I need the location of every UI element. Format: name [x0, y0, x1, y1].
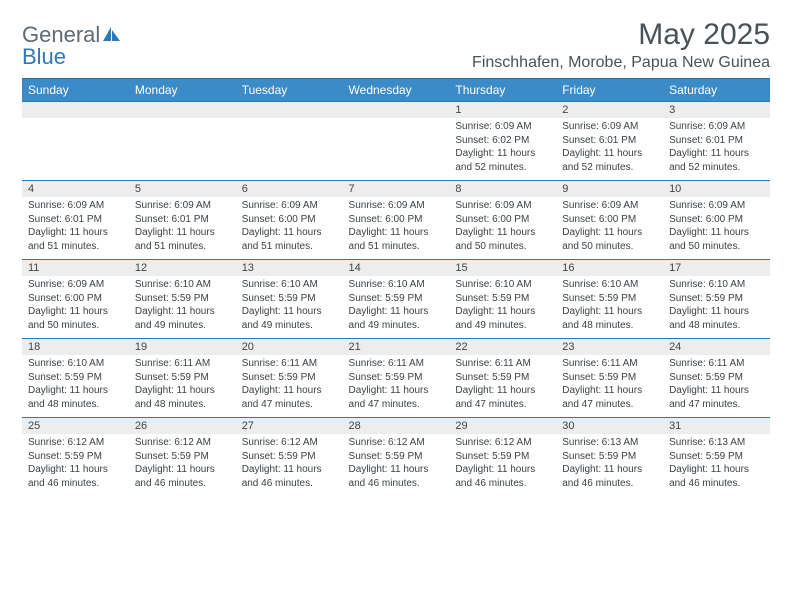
location-text: Finschhafen, Morobe, Papua New Guinea	[472, 54, 770, 72]
calendar-page: GeneralBlue May 2025 Finschhafen, Morobe…	[0, 0, 792, 506]
day-detail-cell: Sunrise: 6:11 AMSunset: 5:59 PMDaylight:…	[663, 355, 770, 418]
header: GeneralBlue May 2025 Finschhafen, Morobe…	[22, 18, 770, 72]
day-number-cell	[236, 102, 343, 119]
day-detail-cell	[236, 118, 343, 181]
day-detail-cell: Sunrise: 6:11 AMSunset: 5:59 PMDaylight:…	[129, 355, 236, 418]
day-detail-row: Sunrise: 6:09 AMSunset: 6:02 PMDaylight:…	[22, 118, 770, 181]
title-block: May 2025 Finschhafen, Morobe, Papua New …	[472, 18, 770, 72]
day-number-cell: 11	[22, 260, 129, 277]
day-detail-cell: Sunrise: 6:10 AMSunset: 5:59 PMDaylight:…	[449, 276, 556, 339]
day-number-cell: 13	[236, 260, 343, 277]
day-number-cell: 12	[129, 260, 236, 277]
day-detail-cell: Sunrise: 6:09 AMSunset: 6:01 PMDaylight:…	[663, 118, 770, 181]
day-number-cell	[343, 102, 450, 119]
day-detail-cell: Sunrise: 6:10 AMSunset: 5:59 PMDaylight:…	[343, 276, 450, 339]
day-number-row: 18192021222324	[22, 339, 770, 356]
day-detail-cell: Sunrise: 6:12 AMSunset: 5:59 PMDaylight:…	[449, 434, 556, 496]
day-detail-cell: Sunrise: 6:10 AMSunset: 5:59 PMDaylight:…	[22, 355, 129, 418]
day-detail-cell	[22, 118, 129, 181]
weekday-header: Friday	[556, 79, 663, 102]
day-number-cell: 23	[556, 339, 663, 356]
day-detail-cell	[129, 118, 236, 181]
day-detail-cell: Sunrise: 6:09 AMSunset: 6:01 PMDaylight:…	[556, 118, 663, 181]
logo-text-blue: Blue	[22, 46, 122, 68]
day-detail-cell	[343, 118, 450, 181]
day-detail-cell: Sunrise: 6:10 AMSunset: 5:59 PMDaylight:…	[556, 276, 663, 339]
day-detail-cell: Sunrise: 6:10 AMSunset: 5:59 PMDaylight:…	[236, 276, 343, 339]
day-number-cell: 16	[556, 260, 663, 277]
day-number-cell: 20	[236, 339, 343, 356]
day-number-cell: 17	[663, 260, 770, 277]
day-detail-cell: Sunrise: 6:10 AMSunset: 5:59 PMDaylight:…	[129, 276, 236, 339]
day-detail-cell: Sunrise: 6:12 AMSunset: 5:59 PMDaylight:…	[343, 434, 450, 496]
weekday-header: Thursday	[449, 79, 556, 102]
logo-sail-icon	[102, 24, 122, 46]
day-detail-cell: Sunrise: 6:10 AMSunset: 5:59 PMDaylight:…	[663, 276, 770, 339]
day-detail-cell: Sunrise: 6:09 AMSunset: 6:01 PMDaylight:…	[22, 197, 129, 260]
day-detail-cell: Sunrise: 6:09 AMSunset: 6:00 PMDaylight:…	[236, 197, 343, 260]
logo-text-general: General	[22, 24, 100, 46]
day-detail-cell: Sunrise: 6:11 AMSunset: 5:59 PMDaylight:…	[343, 355, 450, 418]
day-number-cell: 31	[663, 418, 770, 435]
calendar-body: 123Sunrise: 6:09 AMSunset: 6:02 PMDaylig…	[22, 102, 770, 497]
day-detail-cell: Sunrise: 6:09 AMSunset: 6:02 PMDaylight:…	[449, 118, 556, 181]
logo: GeneralBlue	[22, 24, 122, 68]
day-number-cell: 22	[449, 339, 556, 356]
day-detail-cell: Sunrise: 6:13 AMSunset: 5:59 PMDaylight:…	[663, 434, 770, 496]
weekday-header: Monday	[129, 79, 236, 102]
day-number-cell: 7	[343, 181, 450, 198]
day-detail-cell: Sunrise: 6:11 AMSunset: 5:59 PMDaylight:…	[556, 355, 663, 418]
weekday-header-row: SundayMondayTuesdayWednesdayThursdayFrid…	[22, 79, 770, 102]
day-number-row: 11121314151617	[22, 260, 770, 277]
day-number-cell: 2	[556, 102, 663, 119]
day-number-cell: 15	[449, 260, 556, 277]
day-detail-row: Sunrise: 6:09 AMSunset: 6:00 PMDaylight:…	[22, 276, 770, 339]
day-detail-row: Sunrise: 6:09 AMSunset: 6:01 PMDaylight:…	[22, 197, 770, 260]
day-detail-cell: Sunrise: 6:11 AMSunset: 5:59 PMDaylight:…	[449, 355, 556, 418]
day-number-cell: 18	[22, 339, 129, 356]
day-detail-cell: Sunrise: 6:09 AMSunset: 6:00 PMDaylight:…	[663, 197, 770, 260]
day-number-cell: 25	[22, 418, 129, 435]
day-detail-cell: Sunrise: 6:09 AMSunset: 6:00 PMDaylight:…	[556, 197, 663, 260]
day-detail-row: Sunrise: 6:12 AMSunset: 5:59 PMDaylight:…	[22, 434, 770, 496]
day-number-cell: 6	[236, 181, 343, 198]
day-detail-cell: Sunrise: 6:11 AMSunset: 5:59 PMDaylight:…	[236, 355, 343, 418]
weekday-header: Wednesday	[343, 79, 450, 102]
day-number-cell	[22, 102, 129, 119]
day-detail-cell: Sunrise: 6:13 AMSunset: 5:59 PMDaylight:…	[556, 434, 663, 496]
day-number-cell: 26	[129, 418, 236, 435]
day-detail-cell: Sunrise: 6:09 AMSunset: 6:00 PMDaylight:…	[343, 197, 450, 260]
day-number-row: 25262728293031	[22, 418, 770, 435]
weekday-header: Saturday	[663, 79, 770, 102]
day-detail-cell: Sunrise: 6:12 AMSunset: 5:59 PMDaylight:…	[22, 434, 129, 496]
day-detail-cell: Sunrise: 6:12 AMSunset: 5:59 PMDaylight:…	[236, 434, 343, 496]
day-number-cell: 19	[129, 339, 236, 356]
day-number-row: 45678910	[22, 181, 770, 198]
day-number-cell: 1	[449, 102, 556, 119]
day-number-cell: 3	[663, 102, 770, 119]
day-detail-cell: Sunrise: 6:09 AMSunset: 6:00 PMDaylight:…	[449, 197, 556, 260]
day-number-cell: 28	[343, 418, 450, 435]
day-number-cell: 14	[343, 260, 450, 277]
day-number-cell: 24	[663, 339, 770, 356]
day-number-cell: 10	[663, 181, 770, 198]
day-number-cell: 29	[449, 418, 556, 435]
day-number-cell: 27	[236, 418, 343, 435]
day-detail-row: Sunrise: 6:10 AMSunset: 5:59 PMDaylight:…	[22, 355, 770, 418]
day-number-cell: 5	[129, 181, 236, 198]
day-number-cell: 30	[556, 418, 663, 435]
day-detail-cell: Sunrise: 6:09 AMSunset: 6:00 PMDaylight:…	[22, 276, 129, 339]
day-number-cell: 4	[22, 181, 129, 198]
day-detail-cell: Sunrise: 6:12 AMSunset: 5:59 PMDaylight:…	[129, 434, 236, 496]
month-title: May 2025	[472, 18, 770, 52]
calendar-table: SundayMondayTuesdayWednesdayThursdayFrid…	[22, 78, 770, 496]
day-number-cell: 9	[556, 181, 663, 198]
day-number-row: 123	[22, 102, 770, 119]
day-number-cell: 8	[449, 181, 556, 198]
day-number-cell	[129, 102, 236, 119]
day-detail-cell: Sunrise: 6:09 AMSunset: 6:01 PMDaylight:…	[129, 197, 236, 260]
day-number-cell: 21	[343, 339, 450, 356]
weekday-header: Tuesday	[236, 79, 343, 102]
weekday-header: Sunday	[22, 79, 129, 102]
